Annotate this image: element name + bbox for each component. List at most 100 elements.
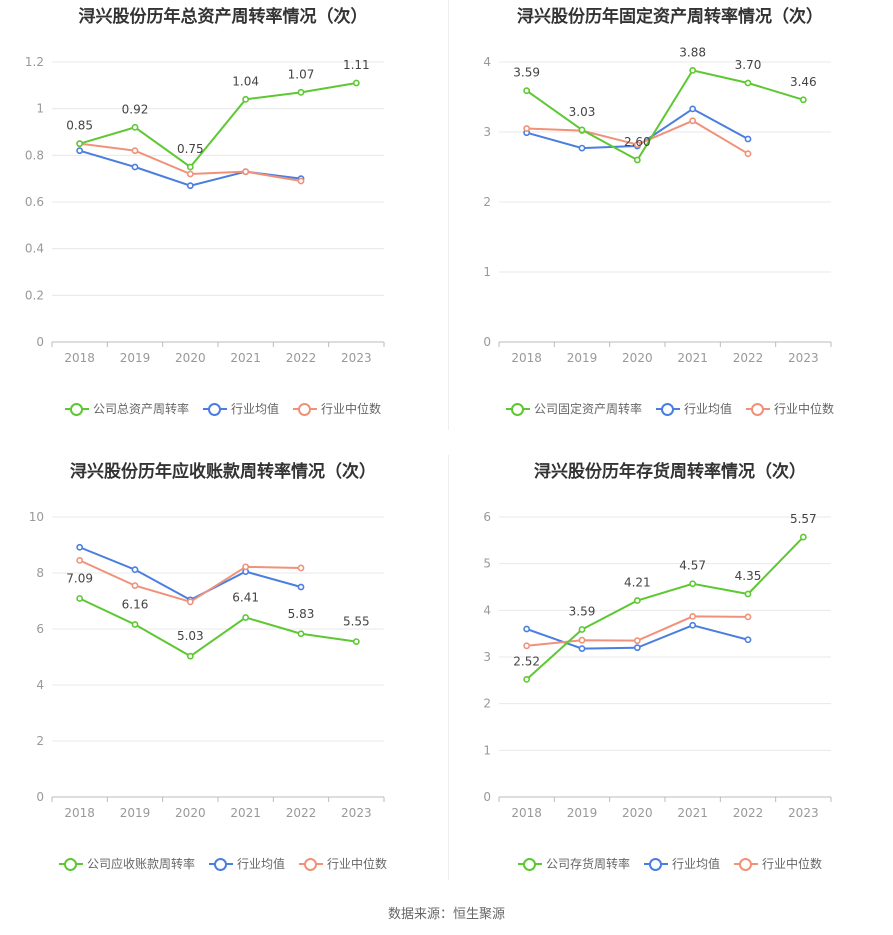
legend-swatch-icon <box>734 857 758 871</box>
panel-divider-bottom <box>448 455 449 880</box>
legend-item-median[interactable]: 行业中位数 <box>746 400 834 417</box>
legend-item-median[interactable]: 行业中位数 <box>293 400 381 417</box>
chart-legend: 公司总资产周转率 行业均值 行业中位数 <box>0 400 446 417</box>
data-point-avg <box>131 163 139 171</box>
x-tick-label: 2020 <box>175 806 206 820</box>
data-label: 6.41 <box>232 591 259 605</box>
chart-plot: 0 2 4 6 8 10 2018 2019 2020 2021 2022 2023 7.09 6.16 5… <box>29 510 385 820</box>
legend-item-company[interactable]: 公司固定资产周转率 <box>505 400 642 417</box>
y-tick-label: 5 <box>483 557 491 571</box>
x-tick-label: 2022 <box>286 351 317 365</box>
legend-swatch-icon <box>643 857 668 871</box>
legend-swatch-icon <box>746 402 770 416</box>
data-point-median <box>744 613 752 621</box>
legend-item-median[interactable]: 行业中位数 <box>734 855 822 872</box>
data-point-median <box>131 582 139 589</box>
data-point-company <box>689 580 697 588</box>
legend-item-avg[interactable]: 行业均值 <box>655 400 732 417</box>
x-tick-label: 2022 <box>286 806 317 820</box>
legend-item-company[interactable]: 公司总资产周转率 <box>64 400 189 417</box>
data-point-median <box>689 612 697 620</box>
legend-item-company[interactable]: 公司应收账款周转率 <box>58 855 195 872</box>
data-point-company <box>76 595 84 602</box>
legend-item-avg[interactable]: 行业均值 <box>202 400 279 417</box>
data-point-avg <box>689 105 697 113</box>
data-label: 0.75 <box>177 142 204 156</box>
data-label: 4.57 <box>679 559 706 573</box>
data-label: 5.57 <box>790 512 817 526</box>
chart-legend: 公司应收账款周转率 行业均值 行业中位数 <box>0 855 446 872</box>
series-line-avg <box>79 546 302 602</box>
data-label: 5.83 <box>288 607 315 621</box>
chart-panel-receivables-turnover: 浔兴股份历年应收账款周转率情况（次） 0 2 4 6 8 10 2018 2019 2020 20… <box>0 455 446 905</box>
data-point-company <box>297 88 305 96</box>
y-tick-label: 0 <box>483 790 491 804</box>
chart-panel-inventory-turnover: 浔兴股份历年存货周转率情况（次） 0 1 2 3 4 5 6 2018 2019 2020 2021… <box>447 455 893 905</box>
x-tick-label: 2021 <box>677 806 708 820</box>
data-point-company <box>242 614 250 621</box>
data-point-avg <box>578 645 586 652</box>
data-label: 0.85 <box>66 119 93 133</box>
legend-item-median[interactable]: 行业中位数 <box>299 855 387 872</box>
data-point-median <box>523 642 531 650</box>
legend-item-company[interactable]: 公司存货周转率 <box>517 855 630 872</box>
data-point-avg <box>297 583 305 591</box>
data-point-company <box>131 123 139 131</box>
y-tick-label: 8 <box>36 566 44 580</box>
data-point-company <box>523 87 531 95</box>
data-point-company <box>242 95 250 103</box>
data-source-footer: 数据来源：恒生聚源 <box>387 907 505 922</box>
chart-plot: 0 1 2 3 4 5 6 2018 2019 2020 2021 2022 2023 2.52 3.59 4… <box>483 510 832 820</box>
chart-legend: 公司存货周转率 行业均值 行业中位数 <box>447 855 893 872</box>
data-label: 7.09 <box>66 571 93 585</box>
y-tick-label: 6 <box>483 510 491 524</box>
y-tick-label: 0.8 <box>25 148 44 162</box>
data-label: 3.46 <box>790 75 817 89</box>
data-point-company <box>352 79 360 87</box>
legend-swatch-icon <box>208 857 233 871</box>
data-label: 1.07 <box>288 67 315 81</box>
legend-label: 行业中位数 <box>774 402 835 416</box>
data-label: 3.59 <box>513 66 540 80</box>
x-tick-label: 2022 <box>733 806 764 820</box>
data-label: 5.03 <box>177 629 204 643</box>
y-tick-label: 0.6 <box>25 195 44 209</box>
y-tick-label: 10 <box>29 510 44 524</box>
legend-label: 公司总资产周转率 <box>92 402 189 416</box>
data-point-avg <box>76 543 84 551</box>
x-tick-label: 2020 <box>622 351 653 365</box>
data-point-company <box>633 156 641 164</box>
legend-swatch-icon <box>293 402 317 416</box>
legend-swatch-icon <box>517 857 542 871</box>
legend-swatch-icon <box>202 402 227 416</box>
legend-swatch-icon <box>655 402 680 416</box>
data-point-company <box>578 626 586 633</box>
y-tick-label: 2 <box>483 697 491 711</box>
x-tick-label: 2022 <box>733 351 764 365</box>
legend-item-avg[interactable]: 行业均值 <box>208 855 285 872</box>
data-point-company <box>131 621 139 628</box>
data-point-company <box>799 96 807 104</box>
data-point-company <box>633 597 641 604</box>
data-label: 0.92 <box>122 102 149 116</box>
x-tick-label: 2020 <box>175 351 206 365</box>
data-point-avg <box>689 621 697 629</box>
legend-item-avg[interactable]: 行业均值 <box>643 855 720 872</box>
data-label: 1.04 <box>232 74 259 88</box>
x-tick-label: 2021 <box>677 351 708 365</box>
series-line-company <box>525 536 805 681</box>
data-point-company <box>744 590 752 598</box>
data-point-company <box>297 630 305 638</box>
data-label: 4.35 <box>735 569 762 583</box>
data-point-median <box>523 125 531 132</box>
data-point-company <box>523 675 531 683</box>
legend-swatch-icon <box>505 402 530 416</box>
legend-label: 公司应收账款周转率 <box>86 857 195 871</box>
y-tick-label: 0 <box>483 335 491 349</box>
x-tick-label: 2021 <box>230 806 261 820</box>
data-point-median <box>131 147 139 155</box>
data-point-avg <box>744 135 752 143</box>
data-point-company <box>744 79 752 87</box>
x-tick-label: 2019 <box>120 351 151 365</box>
legend-label: 行业中位数 <box>327 857 388 871</box>
